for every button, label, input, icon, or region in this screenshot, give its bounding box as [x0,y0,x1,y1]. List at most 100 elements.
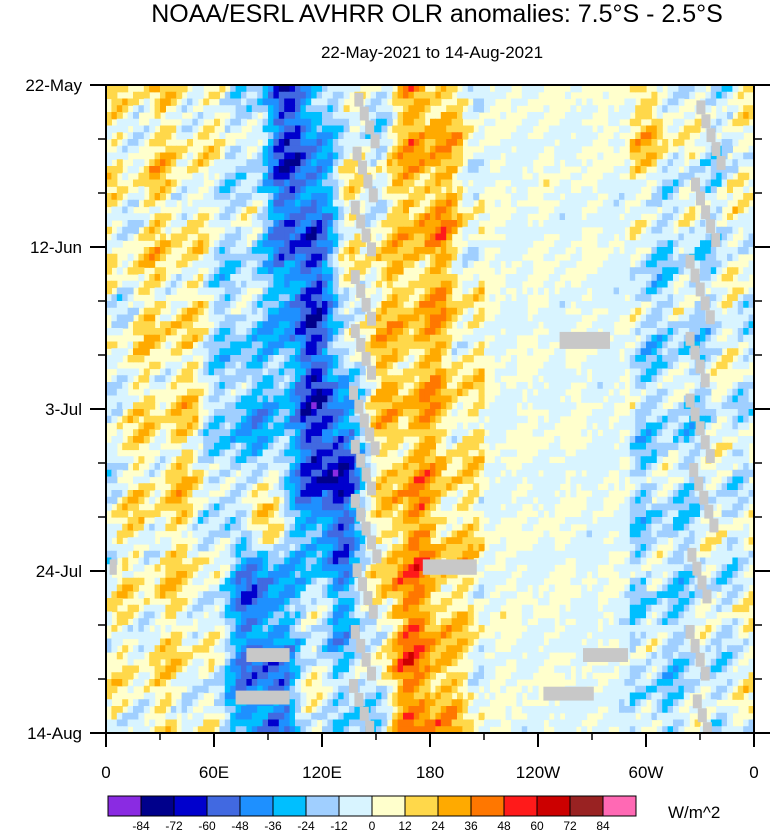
field-cell [532,226,539,235]
field-cell [635,442,642,451]
field-cell [316,125,323,133]
field-cell [538,233,544,241]
field-cell [516,328,523,336]
field-cell [273,260,280,268]
field-cell [467,125,474,133]
field-cell [586,125,593,133]
field-cell [673,415,679,424]
field-cell [332,112,339,120]
field-cell [338,240,345,248]
field-cell [354,118,361,127]
field-cell [521,145,528,154]
field-cell [187,253,193,262]
field-cell [241,260,247,268]
field-cell [662,436,669,444]
field-cell [624,240,631,248]
field-cell [646,449,652,457]
field-cell [554,186,561,194]
field-cell [133,463,139,471]
field-cell [743,118,750,127]
field-cell [316,307,323,316]
field-cell [435,159,442,167]
field-cell [262,402,269,410]
field-cell [656,307,663,316]
field-cell [219,85,226,93]
field-cell [721,179,728,187]
field-cell [160,186,166,194]
field-cell [646,145,652,154]
field-cell [667,334,674,343]
field-cell [192,166,199,174]
field-cell [160,314,166,322]
field-cell [338,267,345,275]
field-cell [451,199,458,208]
field-cell [284,429,291,437]
field-cell [710,85,717,93]
field-cell [214,355,220,363]
field-cell [181,105,188,113]
field-cell [181,334,188,343]
field-cell [700,355,706,363]
field-cell [732,409,739,417]
field-cell [154,436,161,444]
field-cell [651,199,658,208]
field-cell [737,422,744,430]
field-cell [737,395,744,403]
field-cell [106,267,112,275]
field-cell [122,375,129,383]
field-cell [667,199,674,208]
field-cell [176,274,183,282]
field-cell [743,348,750,356]
field-cell [160,274,166,282]
field-cell [430,409,436,417]
field-cell [554,267,561,275]
field-cell [224,436,231,444]
field-cell [689,449,696,457]
field-cell [133,226,139,235]
field-cell [332,105,339,113]
field-cell [327,145,334,154]
field-cell [111,233,118,241]
field-cell [640,253,647,262]
field-cell [354,361,361,370]
field-cell [440,166,447,174]
field-cell [651,98,658,106]
field-cell [246,395,253,403]
field-cell [381,253,388,262]
field-cell [662,442,669,451]
field-cell [262,240,269,248]
field-cell [284,294,291,302]
field-cell [737,301,744,309]
field-cell [494,355,501,363]
field-cell [170,145,177,154]
field-cell [619,186,625,194]
field-cell [127,145,134,154]
field-cell [478,314,485,322]
field-cell [608,233,615,241]
field-cell [235,226,242,235]
field-cell [289,118,296,127]
field-cell [284,334,291,343]
field-cell [435,429,442,437]
field-cell [737,294,744,302]
field-cell [251,85,258,93]
field-cell [295,199,301,208]
field-cell [656,125,663,133]
field-cell [467,247,474,255]
field-cell [629,375,636,383]
field-cell [440,220,447,228]
field-cell [133,118,139,127]
field-cell [446,274,453,282]
field-cell [376,280,382,289]
field-cell [559,307,566,316]
field-cell [273,287,280,295]
field-cell [575,314,582,322]
field-cell [203,240,210,248]
field-cell [521,240,528,248]
field-cell [284,132,291,140]
field-cell [138,274,145,282]
field-cell [327,179,334,187]
field-cell [678,314,685,322]
field-cell [424,341,431,349]
field-cell [230,199,237,208]
